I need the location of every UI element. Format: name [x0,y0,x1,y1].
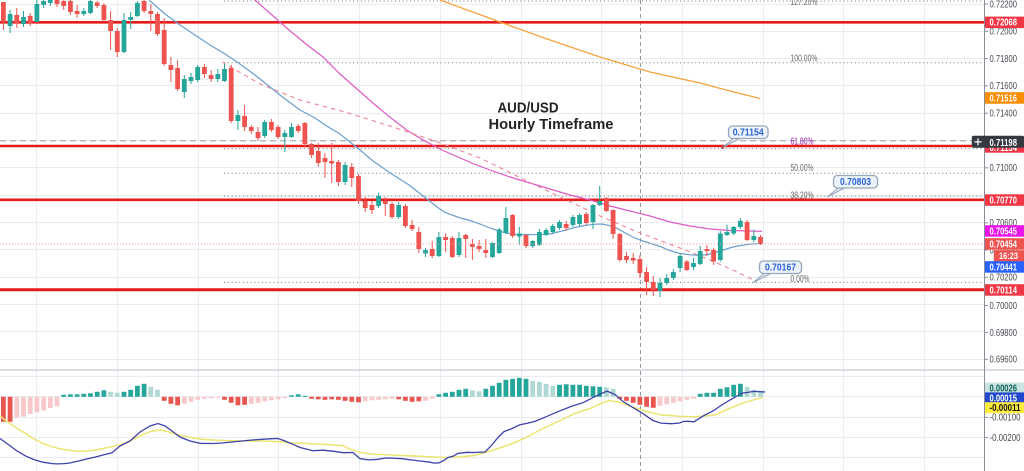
svg-text:0.70114: 0.70114 [990,285,1018,296]
svg-text:0.69800: 0.69800 [990,328,1018,339]
svg-text:AUD/USD: AUD/USD [498,100,559,117]
svg-text:0.71516: 0.71516 [990,93,1018,104]
svg-text:50.00%: 50.00% [791,163,814,174]
svg-text:0.72068: 0.72068 [990,18,1018,29]
svg-text:0.71198: 0.71198 [990,138,1018,149]
svg-text:100.00%: 100.00% [791,54,818,65]
svg-text:0.70803: 0.70803 [840,177,871,188]
svg-text:-0.00011: -0.00011 [990,403,1021,414]
svg-text:0.70000: 0.70000 [990,301,1018,312]
svg-text:0.69600: 0.69600 [990,355,1018,366]
svg-text:0.70441: 0.70441 [990,262,1018,273]
svg-text:-0.00100: -0.00100 [990,413,1021,424]
svg-text:16:23: 16:23 [999,251,1018,261]
svg-text:0.71600: 0.71600 [990,81,1018,92]
svg-text:0.00015: 0.00015 [990,393,1018,404]
svg-text:Hourly Timeframe: Hourly Timeframe [489,116,614,133]
svg-text:0.71000: 0.71000 [990,163,1018,174]
svg-text:0.00%: 0.00% [791,274,810,285]
svg-text:0.70454: 0.70454 [990,239,1018,250]
svg-text:0.70167: 0.70167 [765,263,796,274]
svg-text:0.71800: 0.71800 [990,54,1018,65]
svg-text:127.20%: 127.20% [791,0,818,8]
svg-text:0.71154: 0.71154 [990,143,1018,154]
svg-text:0.70200: 0.70200 [990,273,1018,284]
svg-text:61.80%: 61.80% [791,137,814,148]
svg-text:0.71154: 0.71154 [733,128,764,139]
svg-text:0.71400: 0.71400 [990,109,1018,120]
svg-text:0.70600: 0.70600 [990,218,1018,229]
svg-text:0.72200: 0.72200 [990,0,1018,10]
svg-text:0.00026: 0.00026 [990,384,1018,395]
svg-text:0.72000: 0.72000 [990,27,1018,38]
svg-text:-0.00200: -0.00200 [990,433,1021,444]
svg-text:0.70545: 0.70545 [990,226,1018,237]
svg-text:0.70770: 0.70770 [990,196,1018,207]
svg-text:38.20%: 38.20% [791,190,814,201]
